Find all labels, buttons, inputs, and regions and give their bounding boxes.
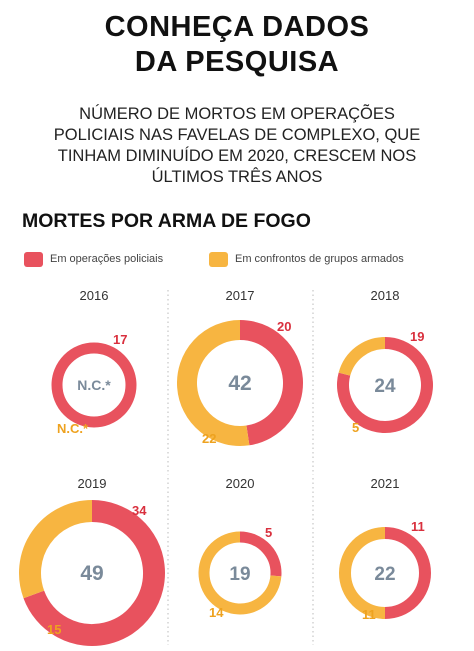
donut-2016: 2016 N.C.* 17 N.C.* — [51, 288, 137, 436]
groups-value-label: 11 — [362, 607, 376, 622]
total-label: 24 — [374, 376, 396, 397]
donut-2017: 2017 42 20 22 — [177, 288, 303, 446]
legend-label-police: Em operações policiais — [50, 253, 164, 265]
year-label: 2020 — [226, 476, 255, 491]
title-line-1: CONHEÇA DADOS — [104, 11, 370, 43]
total-label: 49 — [80, 562, 103, 585]
subtitle-line-1: NÚMERO DE MORTOS EM OPERAÇÕES — [79, 105, 395, 123]
total-label: 42 — [228, 372, 251, 395]
groups-value-label: 22 — [202, 431, 216, 446]
section-title: MORTES POR ARMA DE FOGO — [22, 210, 311, 232]
donut-2021: 2021 22 11 11 — [339, 476, 431, 622]
total-label: 22 — [374, 564, 395, 585]
police-slice — [239, 531, 282, 577]
donut-2018: 2018 24 19 5 — [337, 288, 433, 435]
police-value-label: 17 — [113, 332, 127, 347]
groups-value-label: 15 — [47, 622, 61, 637]
groups-value-label: 14 — [209, 605, 224, 620]
subtitle-line-2: POLICIAIS NAS FAVELAS DE COMPLEXO, QUE — [53, 126, 421, 144]
groups-slice — [339, 527, 386, 619]
police-value-label: 34 — [132, 503, 147, 518]
legend-swatch-police — [24, 251, 43, 267]
police-value-label: 5 — [265, 525, 272, 540]
police-slice — [23, 500, 165, 646]
total-label: N.C.* — [77, 377, 111, 393]
subtitle-line-4: ÚLTIMOS TRÊS ANOS — [151, 168, 323, 186]
title-line-2: DA PESQUISA — [134, 46, 340, 78]
year-label: 2019 — [78, 476, 107, 491]
police-value-label: 19 — [410, 329, 424, 344]
donut-2020: 2020 19 5 14 — [198, 476, 282, 620]
police-slice — [384, 527, 431, 619]
police-value-label: 20 — [277, 319, 291, 334]
year-label: 2018 — [371, 288, 400, 303]
police-slice — [239, 320, 303, 446]
police-value-label: 11 — [411, 519, 425, 534]
year-label: 2016 — [80, 288, 109, 303]
groups-slice — [198, 531, 282, 615]
legend-item-groups: Em confrontos de grupos armados — [209, 250, 404, 268]
legend-swatch-groups — [209, 251, 228, 267]
police-slice — [337, 337, 433, 433]
groups-value-label: 5 — [352, 420, 359, 435]
donut-2019: 2019 49 34 15 — [19, 476, 165, 646]
total-label: 19 — [229, 564, 250, 585]
groups-slice — [19, 500, 93, 599]
groups-slice — [338, 337, 386, 376]
year-label: 2021 — [371, 476, 400, 491]
year-label: 2017 — [226, 288, 255, 303]
legend-item-police: Em operações policiais — [24, 250, 163, 268]
subtitle-line-3: TINHAM DIMINUÍDO EM 2020, CRESCEM NOS — [57, 147, 417, 165]
groups-slice — [177, 320, 250, 446]
legend-label-groups: Em confrontos de grupos armados — [235, 253, 404, 265]
police-slice — [51, 342, 137, 428]
groups-value-label: N.C.* — [57, 421, 89, 436]
